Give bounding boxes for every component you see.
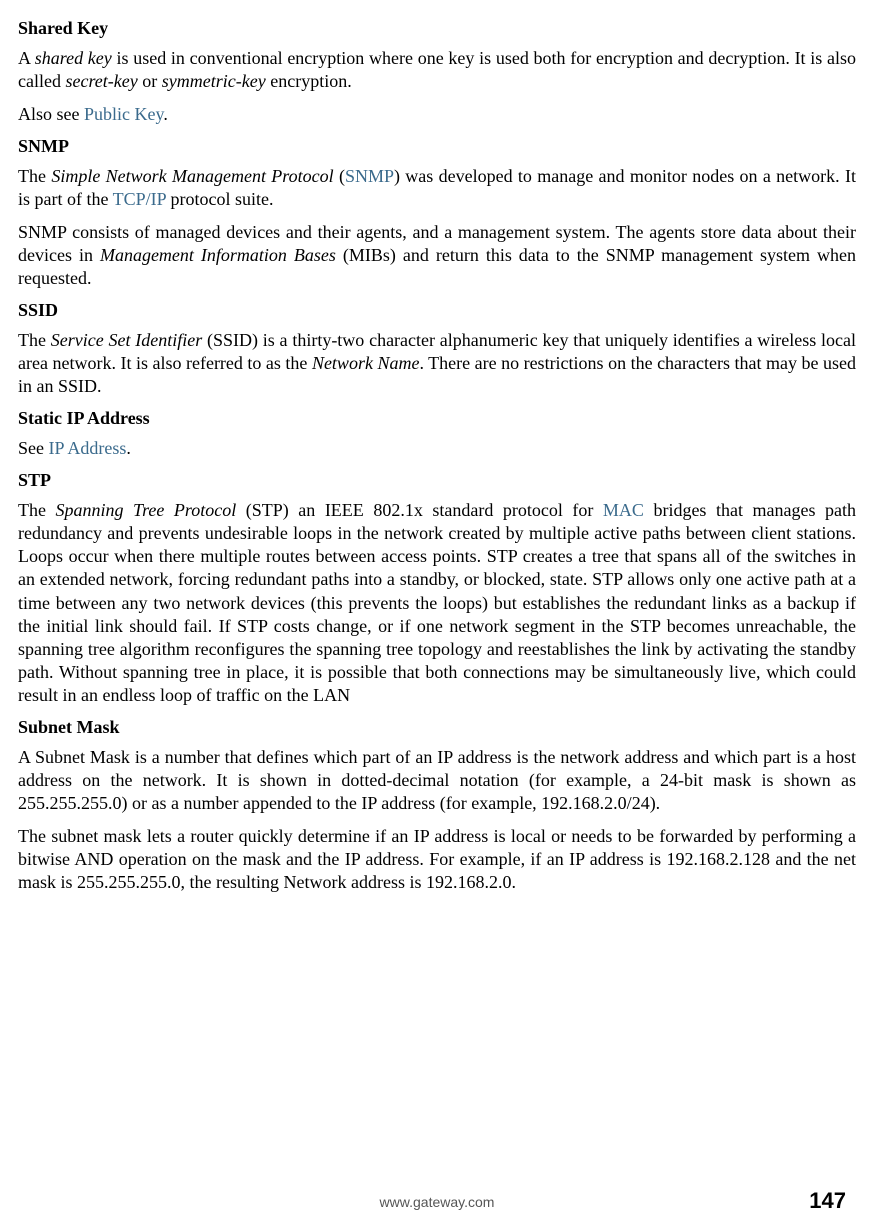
- text: A: [18, 48, 35, 68]
- para-snmp-2: SNMP consists of managed devices and the…: [18, 221, 856, 290]
- para-static-ip-1: See IP Address.: [18, 437, 856, 460]
- text: The: [18, 330, 51, 350]
- heading-shared-key: Shared Key: [18, 18, 856, 39]
- text: See: [18, 438, 49, 458]
- page-number: 147: [809, 1188, 846, 1214]
- text: or: [138, 71, 162, 91]
- heading-ssid: SSID: [18, 300, 856, 321]
- text: protocol suite.: [166, 189, 273, 209]
- term-italic: shared key: [35, 48, 112, 68]
- text: (STP) an IEEE 802.1x standard protocol f…: [236, 500, 603, 520]
- footer-url: www.gateway.com: [0, 1194, 874, 1210]
- link-tcpip[interactable]: TCP/IP: [113, 189, 166, 209]
- text: .: [126, 438, 131, 458]
- heading-subnet-mask: Subnet Mask: [18, 717, 856, 738]
- glossary-page: Shared Key A shared key is used in conve…: [0, 0, 874, 1220]
- term-italic: secret-key: [65, 71, 137, 91]
- text: The: [18, 500, 56, 520]
- term-italic: Management Information Bases: [100, 245, 336, 265]
- link-mac[interactable]: MAC: [603, 500, 644, 520]
- text: Also see: [18, 104, 84, 124]
- para-subnet-1: A Subnet Mask is a number that defines w…: [18, 746, 856, 815]
- para-snmp-1: The Simple Network Management Protocol (…: [18, 165, 856, 211]
- term-italic: symmetric-key: [162, 71, 266, 91]
- para-shared-key-1: A shared key is used in conventional enc…: [18, 47, 856, 93]
- heading-static-ip: Static IP Address: [18, 408, 856, 429]
- para-subnet-2: The subnet mask lets a router quickly de…: [18, 825, 856, 894]
- para-shared-key-2: Also see Public Key.: [18, 103, 856, 126]
- link-snmp[interactable]: SNMP: [345, 166, 394, 186]
- heading-stp: STP: [18, 470, 856, 491]
- text: encryption.: [266, 71, 352, 91]
- text: .: [163, 104, 168, 124]
- para-stp-1: The Spanning Tree Protocol (STP) an IEEE…: [18, 499, 856, 706]
- text: bridges that manages path redundancy and…: [18, 500, 856, 704]
- term-italic: Service Set Identifier: [51, 330, 202, 350]
- text: (: [334, 166, 345, 186]
- term-italic: Simple Network Management Protocol: [51, 166, 333, 186]
- heading-snmp: SNMP: [18, 136, 856, 157]
- term-italic: Network Name: [312, 353, 420, 373]
- link-public-key[interactable]: Public Key: [84, 104, 163, 124]
- para-ssid-1: The Service Set Identifier (SSID) is a t…: [18, 329, 856, 398]
- term-italic: Spanning Tree Protocol: [56, 500, 237, 520]
- text: The: [18, 166, 51, 186]
- link-ip-address[interactable]: IP Address: [49, 438, 127, 458]
